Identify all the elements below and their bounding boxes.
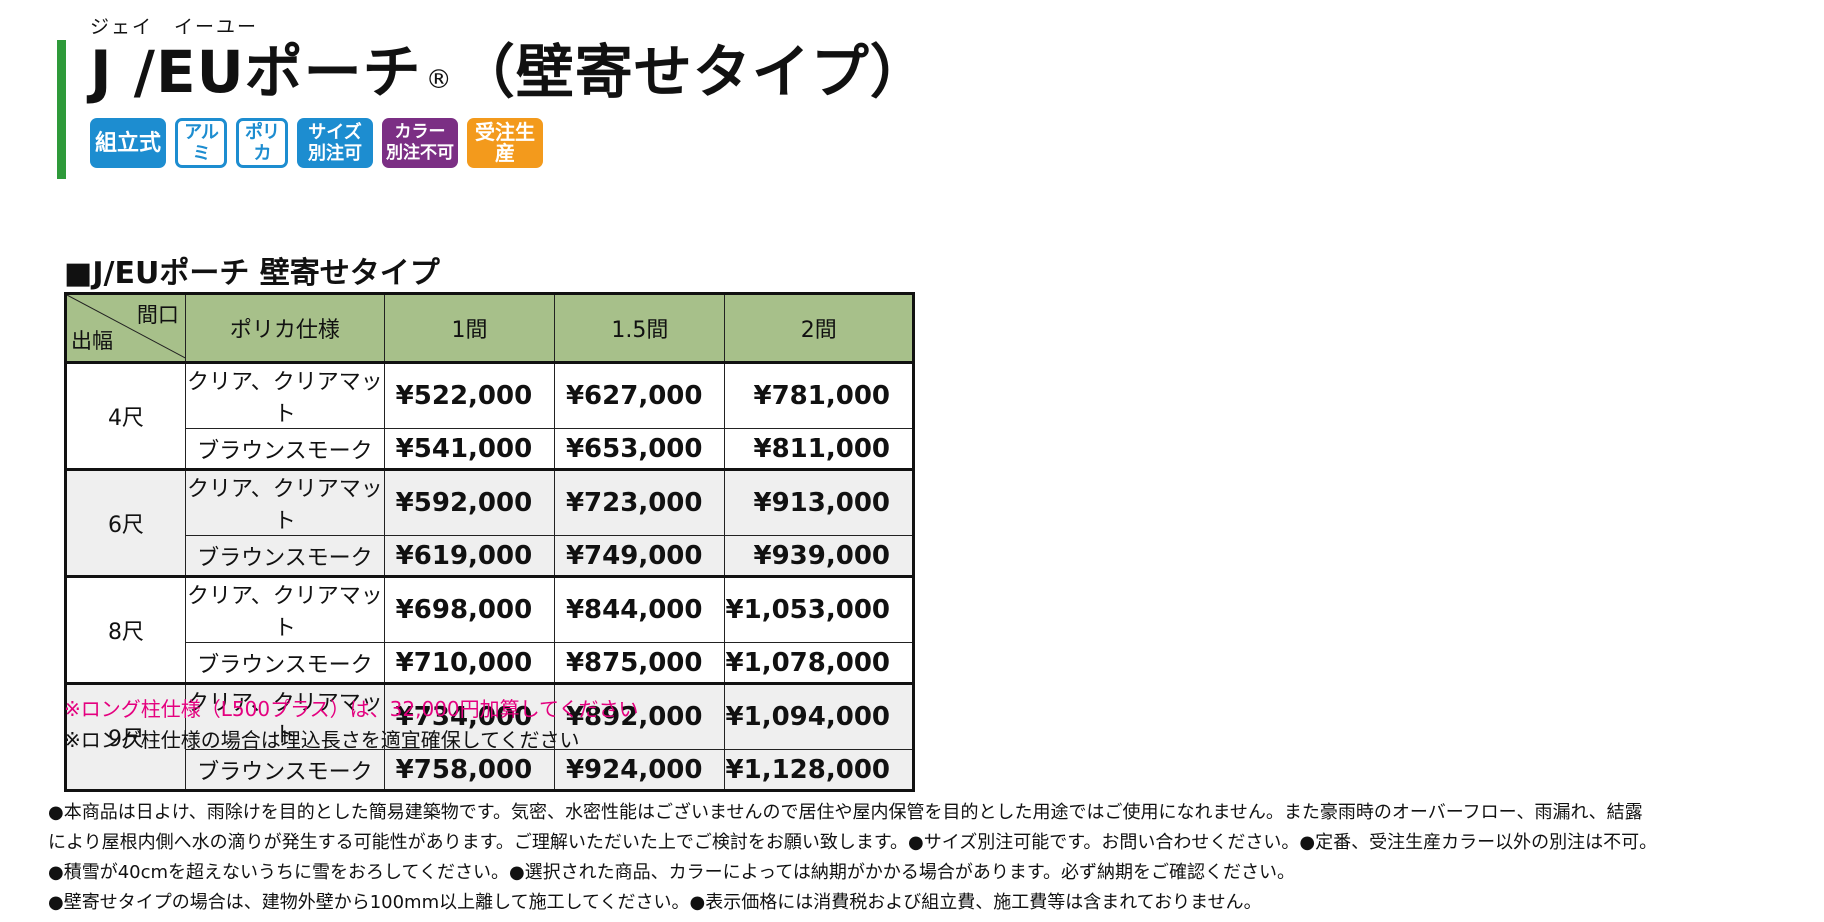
badge-label: ポリカ: [245, 122, 280, 164]
poly-cell: ブラウンスモーク: [184, 642, 385, 684]
table-header-row: 間口 出幅 ポリカ仕様 1間 1.5間 2間: [65, 293, 914, 363]
price-cell: ¥1,128,000: [724, 749, 914, 791]
table-row: 8尺 クリア、クリアマット ¥698,000 ¥844,000 ¥1,053,0…: [65, 575, 914, 684]
badge-assembly: 組立式: [90, 118, 166, 168]
price-cell: ¥1,094,000: [724, 682, 914, 750]
long-post-price-note: ※ロング柱仕様（L500プラス）は、32,000円加算してください: [64, 697, 639, 721]
title-accent-bar: [57, 40, 66, 179]
badge-label: アルミ: [184, 122, 219, 164]
corner-header: 間口 出幅: [65, 293, 186, 363]
price-cell: ¥758,000: [383, 749, 556, 791]
page-title: J /EUポーチ ®（壁寄せタイプ）: [90, 36, 929, 116]
table-row: 9尺 クリア、クリアマット ¥734,000 ¥892,000 ¥1,094,0…: [65, 682, 914, 791]
title-sub: （壁寄せタイプ）: [456, 38, 929, 106]
poly-cell: クリア、クリアマット: [184, 361, 385, 429]
price-cell: ¥781,000: [724, 361, 914, 429]
price-cell: ¥619,000: [383, 535, 556, 577]
corner-depth-label: 出幅: [71, 329, 113, 353]
price-cell: ¥913,000: [724, 468, 914, 536]
section-title: ■J/EUポーチ 壁寄せタイプ: [64, 256, 440, 291]
price-cell: ¥749,000: [554, 535, 726, 577]
disclaimer-line: ●積雪が40cmを超えないうちに雪をおろしてください。●選択された商品、カラーに…: [48, 862, 1296, 883]
price-cell: ¥723,000: [554, 468, 726, 536]
price-cell: ¥627,000: [554, 361, 726, 429]
depth-cell: 8尺: [65, 575, 186, 684]
table-row: ブラウンスモーク ¥541,000 ¥653,000 ¥811,000: [66, 428, 914, 470]
badge-label: 別注可: [308, 143, 362, 164]
poly-cell: ブラウンスモーク: [184, 749, 385, 791]
header-polycarbonate: ポリカ仕様: [184, 293, 385, 363]
disclaimer-notes: ●本商品は日よけ、雨除けを目的とした簡易建築物です。気密、水密性能はございません…: [48, 798, 1818, 918]
badge-color-no-custom: カラー 別注不可: [382, 118, 458, 168]
disclaimer-line: ●壁寄せタイプの場合は、建物外壁から100mm以上離して施工してください。●表示…: [48, 892, 1262, 913]
price-cell: ¥592,000: [383, 468, 556, 536]
badge-made-to-order: 受注生産: [467, 118, 543, 168]
price-cell: ¥892,000: [554, 682, 726, 750]
price-cell: ¥811,000: [724, 428, 914, 470]
poly-cell: ブラウンスモーク: [184, 535, 385, 577]
table-row: ブラウンスモーク ¥710,000 ¥875,000 ¥1,078,000: [66, 642, 914, 684]
badge-label: 組立式: [94, 130, 161, 156]
registered-mark: ®: [425, 65, 453, 95]
corner-width-label: 間口: [136, 303, 179, 327]
badge-label: 受注生産: [475, 120, 535, 165]
depth-cell: 9尺: [65, 682, 186, 791]
table-row: 4尺 クリア、クリアマット ¥522,000 ¥627,000 ¥781,000: [65, 361, 914, 470]
poly-cell: クリア、クリアマット: [184, 575, 385, 643]
table-row: 6尺 クリア、クリアマット ¥592,000 ¥723,000 ¥913,000: [65, 468, 914, 577]
price-cell: ¥698,000: [383, 575, 556, 643]
depth-cell: 4尺: [65, 361, 186, 470]
table-row: ブラウンスモーク ¥758,000 ¥924,000 ¥1,128,000: [66, 749, 914, 791]
table-row: ブラウンスモーク ¥619,000 ¥749,000 ¥939,000: [66, 535, 914, 577]
diagonal-line: [67, 295, 185, 359]
title-main: J /EUポーチ: [90, 38, 422, 106]
price-cell: ¥710,000: [383, 642, 556, 684]
badge-label: サイズ: [308, 122, 362, 143]
header-1ken: 1間: [383, 293, 556, 363]
poly-cell: ブラウンスモーク: [184, 428, 385, 470]
depth-cell: 6尺: [65, 468, 186, 577]
price-cell: ¥844,000: [554, 575, 726, 643]
disclaimer-line: により屋根内側へ水の滴りが発生する可能性があります。ご理解いただいた上でご検討を…: [48, 832, 1658, 853]
disclaimer-line: ●本商品は日よけ、雨除けを目的とした簡易建築物です。気密、水密性能はございません…: [48, 802, 1643, 823]
header-1-5ken: 1.5間: [554, 293, 726, 363]
price-cell: ¥1,053,000: [724, 575, 914, 643]
poly-cell: クリア、クリアマット: [184, 682, 385, 750]
price-table: 間口 出幅 ポリカ仕様 1間 1.5間 2間 4尺 クリア、クリアマット ¥52…: [64, 292, 915, 792]
badge-aluminum: アルミ: [175, 118, 227, 168]
feature-badges: 組立式 アルミ ポリカ サイズ 別注可 カラー 別注不可 受注生産: [90, 118, 543, 168]
badge-size-custom: サイズ 別注可: [297, 118, 373, 168]
poly-cell: クリア、クリアマット: [184, 468, 385, 536]
price-cell: ¥522,000: [383, 361, 556, 429]
long-post-embed-note: ※ロング柱仕様の場合は埋込長さを適宜確保してください: [64, 728, 580, 752]
badge-label: 別注不可: [386, 143, 454, 163]
price-cell: ¥541,000: [383, 428, 556, 470]
badge-polycarbonate: ポリカ: [236, 118, 288, 168]
badge-label: カラー: [394, 122, 446, 142]
header-2ken: 2間: [724, 293, 914, 363]
price-cell: ¥875,000: [554, 642, 726, 684]
price-cell: ¥1,078,000: [724, 642, 914, 684]
title-ruby: ジェイ イーユー: [90, 16, 259, 38]
price-cell: ¥924,000: [554, 749, 726, 791]
price-cell: ¥939,000: [724, 535, 914, 577]
price-cell: ¥653,000: [554, 428, 726, 470]
